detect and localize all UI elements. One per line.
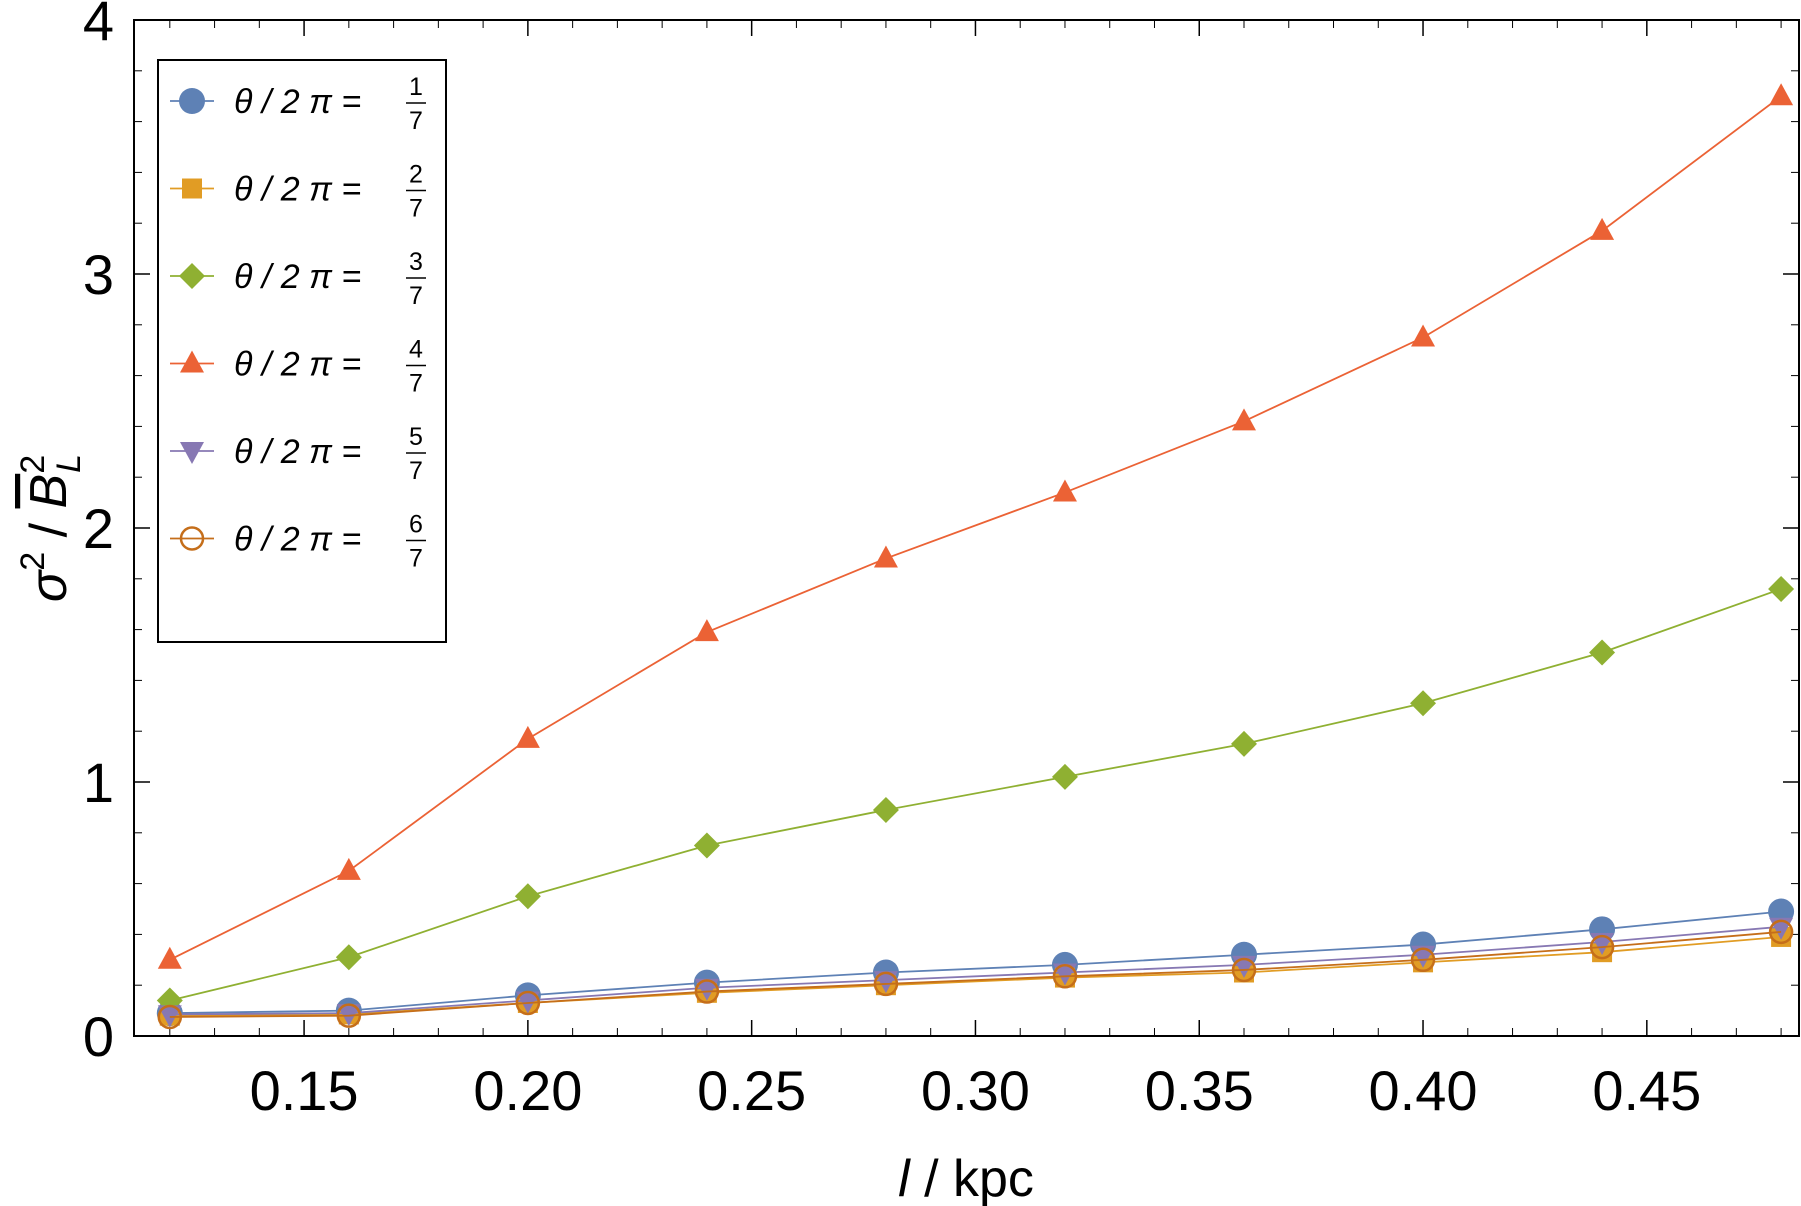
data-point: [873, 971, 899, 997]
series-4: [157, 83, 1794, 969]
data-point: [1768, 919, 1794, 945]
legend-frac-num: 3: [409, 248, 423, 276]
data-point: [1768, 575, 1795, 602]
data-point: [1410, 947, 1436, 973]
legend-item-2: θ / 2 π = 2 7: [170, 161, 426, 223]
x-axis-label: l / kpc: [898, 1150, 1034, 1206]
series-line: [169, 910, 1782, 1015]
x-axis-var: l: [898, 1150, 911, 1206]
legend-box: [157, 59, 447, 643]
legend-item-5: θ / 2 π = 5 7: [170, 423, 426, 485]
data-point: [1231, 957, 1257, 983]
series-6: [157, 919, 1794, 1030]
legend: θ / 2 π = 17θ / 2 π = 27θ / 2 π = 37θ / 2 π…: [157, 59, 447, 643]
legend-item-6: θ / 2 π = 6 7: [170, 511, 426, 573]
data-point: [515, 990, 541, 1016]
data-point: [693, 832, 720, 859]
data-point: [1590, 217, 1615, 240]
data-point: [694, 979, 720, 1004]
legend-frac-den: 7: [409, 370, 423, 398]
data-point: [1410, 690, 1437, 717]
legend-marker: [182, 178, 202, 199]
legend-frac-num: 5: [409, 423, 423, 451]
data-point: [1589, 639, 1616, 666]
data-point: [1052, 964, 1078, 989]
y-axis-sub: L: [50, 454, 88, 473]
y-tick-label: 2: [83, 497, 114, 560]
data-point: [1769, 83, 1794, 106]
y-tick-label: 4: [83, 0, 114, 52]
y-axis-sigma: σ: [20, 569, 78, 602]
legend-marker: [179, 263, 205, 289]
data-point: [1051, 763, 1078, 790]
data-point: [515, 725, 540, 748]
legend-frac-num: 6: [409, 511, 423, 539]
data-point: [336, 857, 361, 880]
y-axis-B: B: [20, 474, 78, 509]
x-tick-label: 0.30: [921, 1059, 1030, 1122]
legend-marker: [179, 526, 205, 551]
y-tick-label: 3: [83, 243, 114, 306]
legend-marker: [180, 442, 204, 464]
legend-label: θ / 2 π =: [234, 171, 361, 209]
legend-frac-den: 7: [409, 107, 423, 135]
x-tick-label: 0.25: [697, 1059, 806, 1122]
legend-frac-den: 7: [409, 282, 423, 310]
x-tick-label: 0.35: [1145, 1059, 1254, 1122]
series-line: [169, 95, 1782, 961]
series-1: [156, 898, 1795, 1027]
legend-item-3: θ / 2 π = 3 7: [170, 248, 426, 310]
y-axis-exp1: 2: [14, 552, 52, 571]
legend-item-1: θ / 2 π = 1 7: [170, 73, 426, 135]
data-point: [336, 1003, 362, 1028]
legend-frac-den: 7: [409, 457, 423, 485]
data-point: [335, 944, 362, 971]
series-layer: [156, 83, 1795, 1030]
data-point: [157, 1004, 183, 1030]
y-tick-label: 1: [83, 751, 114, 814]
data-point: [694, 619, 719, 642]
data-point: [157, 946, 182, 969]
data-point: [873, 971, 898, 994]
data-point: [1589, 934, 1615, 960]
x-tick-label: 0.20: [473, 1059, 582, 1122]
legend-frac-den: 7: [409, 545, 423, 573]
legend-frac-num: 1: [409, 73, 423, 101]
x-axis-unit: kpc: [953, 1150, 1034, 1206]
legend-label: θ / 2 π =: [234, 346, 361, 384]
data-point: [872, 796, 899, 823]
data-point: [1052, 479, 1077, 502]
svg-text:σ2 / B2L: σ2 / B2L: [14, 454, 88, 602]
series-line: [169, 930, 1782, 1018]
ticks: [134, 19, 1799, 1037]
legend-label: θ / 2 π =: [234, 258, 361, 296]
data-point: [1411, 324, 1436, 347]
series-line: [169, 925, 1782, 1016]
legend-label: θ / 2 π =: [234, 433, 361, 471]
data-point: [1052, 963, 1077, 986]
data-point: [1232, 408, 1256, 431]
x-tick-label: 0.40: [1369, 1059, 1478, 1122]
x-tick-label: 0.45: [1592, 1059, 1701, 1122]
legend-frac-num: 2: [409, 161, 423, 189]
series-line: [169, 588, 1782, 1002]
y-axis-exp2: 2: [14, 455, 52, 474]
data-point: [514, 883, 541, 910]
x-tick-label: 0.15: [250, 1059, 359, 1122]
y-tick-label: 0: [83, 1005, 114, 1068]
y-axis-label: σ2 / B2L: [14, 454, 88, 602]
legend-frac-num: 4: [409, 336, 423, 364]
data-point: [694, 978, 719, 1001]
legend-item-4: θ / 2 π = 4 7: [170, 336, 426, 398]
data-point: [1231, 730, 1257, 757]
data-point: [873, 545, 898, 568]
tick-labels: 0.15 0.20 0.25 0.30 0.35 0.40 0.45 0 1 2 3 4: [83, 0, 1701, 1122]
legend-marker: [180, 350, 204, 373]
legend-frac-den: 7: [409, 195, 423, 223]
legend-marker: [179, 88, 205, 114]
legend-label: θ / 2 π =: [234, 83, 361, 121]
legend-label: θ / 2 π =: [234, 521, 361, 559]
